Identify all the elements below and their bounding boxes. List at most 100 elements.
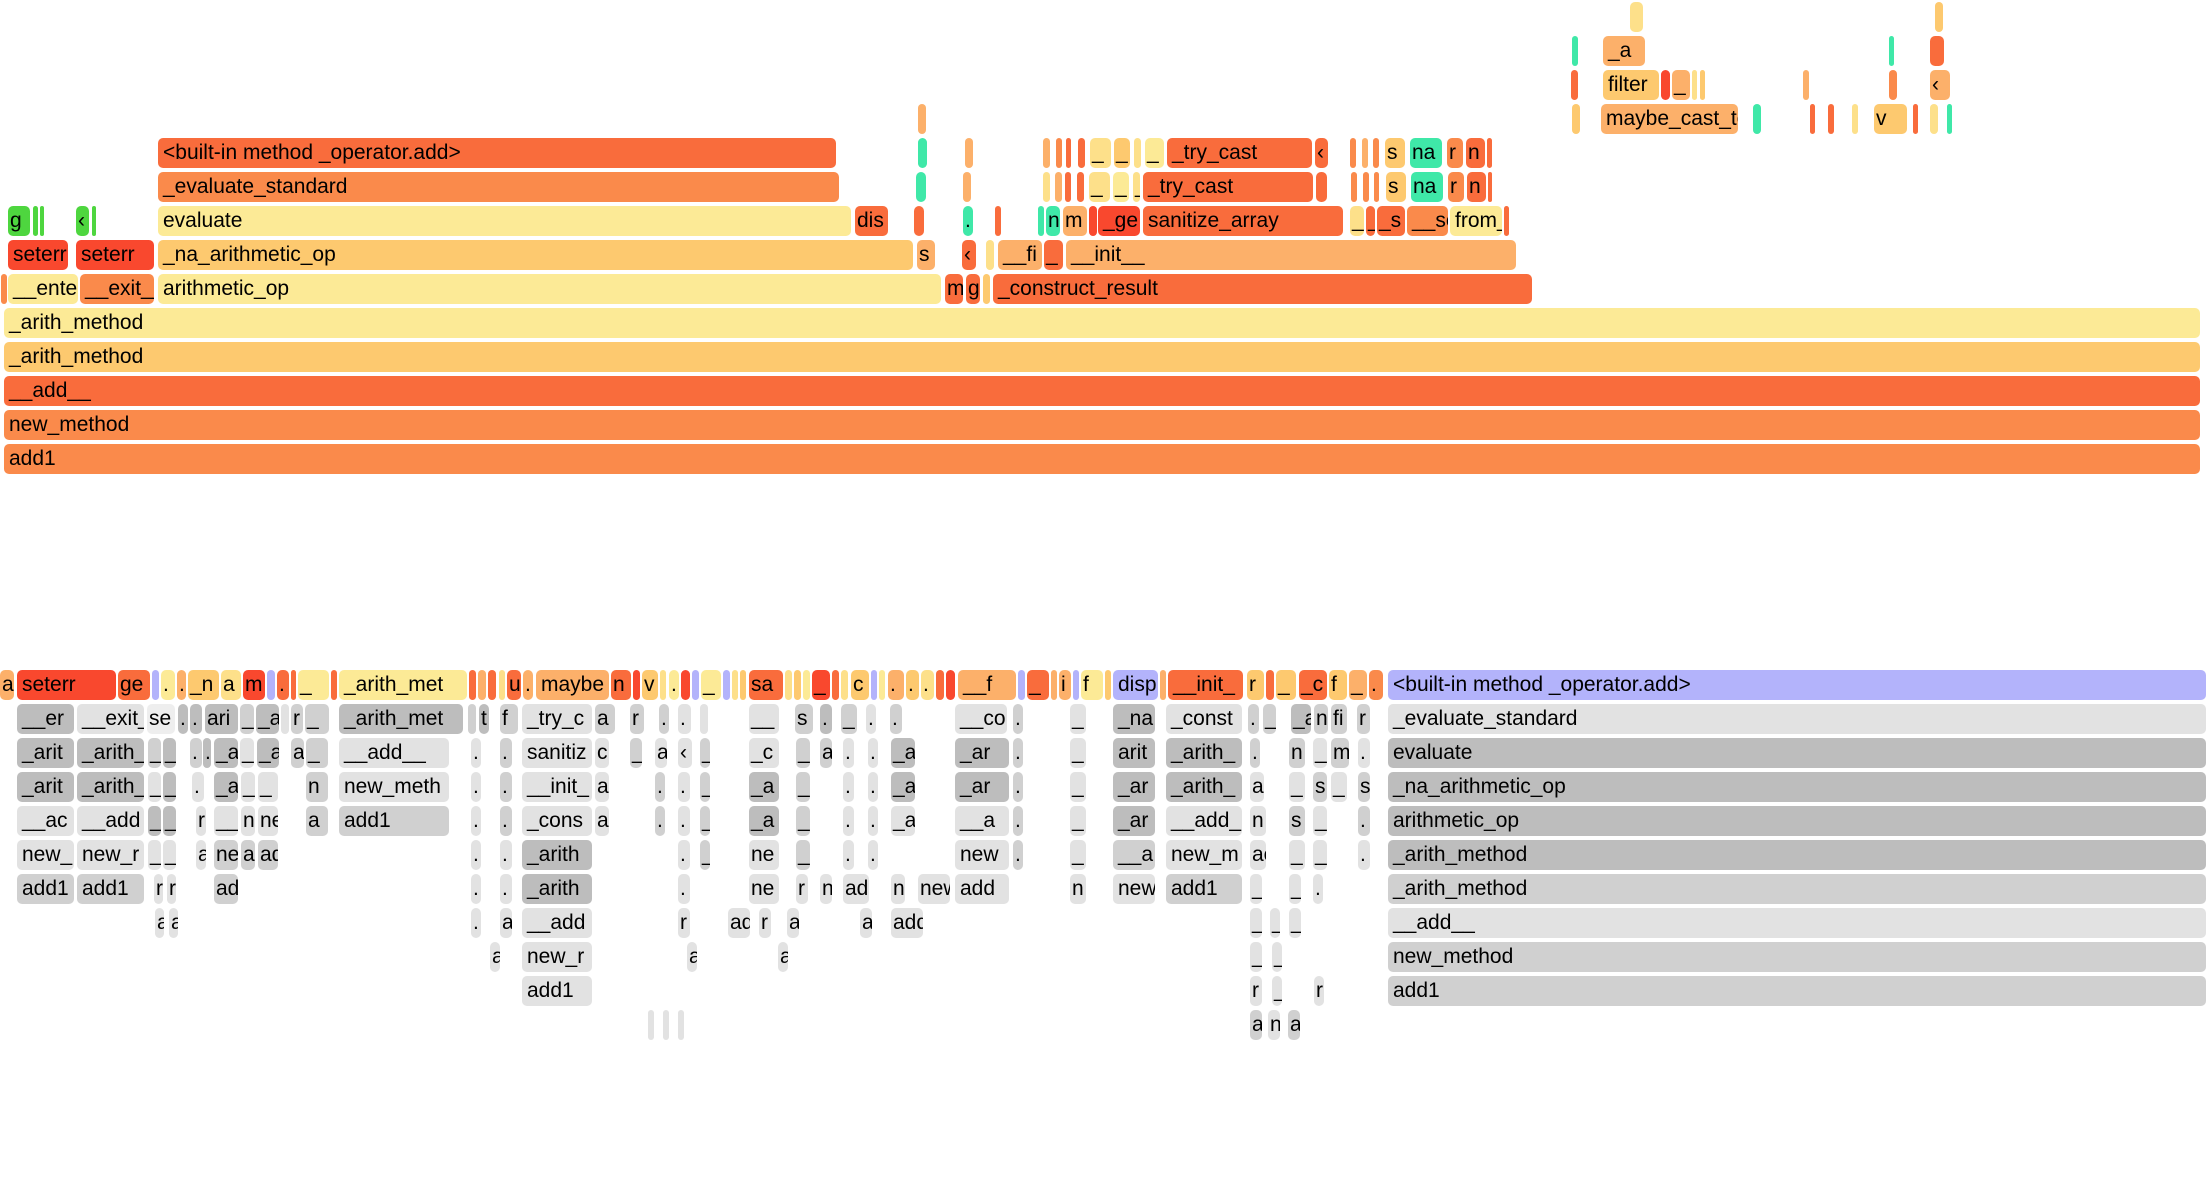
frame-unlabeled[interactable] xyxy=(1038,206,1044,236)
frame-__f[interactable]: __f xyxy=(958,670,1016,700)
frame-[interactable]: . xyxy=(678,772,690,802)
frame-[interactable]: . xyxy=(888,670,904,700)
frame-new_[interactable]: new_ xyxy=(17,840,74,870)
frame-_arit[interactable]: _arit xyxy=(17,772,74,802)
frame-_try_cast[interactable]: _try_cast xyxy=(1143,172,1313,202)
frame-__[interactable]: __ xyxy=(749,704,779,734)
frame-_[interactable]: _ xyxy=(796,772,810,802)
frame-unlabeled[interactable] xyxy=(1810,104,1815,134)
frame-v[interactable]: v xyxy=(1874,104,1907,134)
frame-unlabeled[interactable] xyxy=(963,172,971,202)
frame-m[interactable]: m xyxy=(243,670,265,700)
frame-__add_[interactable]: __add_ xyxy=(1166,806,1242,836)
frame-_[interactable]: _ xyxy=(1349,670,1367,700)
frame-[interactable]: . xyxy=(906,670,919,700)
frame-c[interactable]: c xyxy=(595,738,609,768)
frame-[interactable]: . xyxy=(203,738,211,768)
frame-add[interactable]: add xyxy=(955,874,1009,904)
frame-unlabeled[interactable] xyxy=(918,104,926,134)
frame-n[interactable]: n xyxy=(1289,738,1305,768)
frame-[interactable]: . xyxy=(843,772,854,802)
frame-[interactable]: . xyxy=(1013,840,1023,870)
frame-new_r[interactable]: new_r xyxy=(77,840,144,870)
frame-unlabeled[interactable] xyxy=(965,138,973,168)
frame-c[interactable]: c xyxy=(851,670,869,700)
frame-__exit_[interactable]: __exit_ xyxy=(77,704,144,734)
frame-unlabeled[interactable] xyxy=(732,670,738,700)
frame-unlabeled[interactable] xyxy=(986,240,994,270)
frame-arithmetic_op[interactable]: arithmetic_op xyxy=(158,274,941,304)
frame-_c[interactable]: _c xyxy=(1299,670,1327,700)
frame-_[interactable]: _ xyxy=(240,704,254,734)
frame-n[interactable]: n xyxy=(1314,704,1328,734)
frame-_[interactable]: _ xyxy=(1331,772,1347,802)
frame-unlabeled[interactable] xyxy=(1572,36,1578,66)
frame-s[interactable]: s xyxy=(1358,772,1370,802)
frame-unlabeled[interactable] xyxy=(1316,172,1327,202)
frame-_[interactable]: _ xyxy=(163,738,176,768)
frame-unlabeled[interactable] xyxy=(1947,104,1952,134)
frame-_[interactable]: _ xyxy=(305,704,329,734)
frame-unlabeled[interactable] xyxy=(1504,206,1509,236)
frame-unlabeled[interactable] xyxy=(291,670,296,700)
frame-n[interactable]: n xyxy=(891,874,905,904)
frame-[interactable]: . xyxy=(500,772,512,802)
frame-r[interactable]: r xyxy=(1314,976,1324,1006)
frame-built-in-method-_operator-add[interactable]: <built-in method _operator.add> xyxy=(158,138,836,168)
frame-_[interactable]: _ xyxy=(1313,806,1327,836)
frame-new_m[interactable]: new_m xyxy=(1166,840,1242,870)
frame-_[interactable]: _ xyxy=(1090,138,1111,168)
frame-ne[interactable]: ne xyxy=(214,840,238,870)
frame-unlabeled[interactable] xyxy=(681,670,690,700)
frame-[interactable]: . xyxy=(277,670,289,700)
frame-u[interactable]: u xyxy=(507,670,521,700)
frame-_[interactable]: _ xyxy=(1133,172,1140,202)
frame-unlabeled[interactable] xyxy=(1160,670,1166,700)
frame-_[interactable]: _ xyxy=(163,772,176,802)
frame-[interactable]: . xyxy=(921,670,934,700)
frame-unlabeled[interactable] xyxy=(794,670,801,700)
frame-[interactable]: . xyxy=(1358,806,1370,836)
frame-[interactable]: ‹ xyxy=(1315,138,1328,168)
frame-__add__[interactable]: __add__ xyxy=(4,376,2200,406)
frame-unlabeled[interactable] xyxy=(1363,172,1369,202)
frame-[interactable]: . xyxy=(190,704,202,734)
frame-__a[interactable]: __a xyxy=(955,806,1009,836)
frame-unlabeled[interactable] xyxy=(1065,172,1071,202)
frame-_arith_method[interactable]: _arith_method xyxy=(1388,840,2206,870)
frame-add1[interactable]: add1 xyxy=(17,874,74,904)
bottom-icicle-graph[interactable]: a seterr ge.. _n a m. _ _arith_met u. maybe n v. _ sa… xyxy=(0,668,2206,1198)
frame-[interactable]: . xyxy=(1013,772,1023,802)
frame-r[interactable]: r xyxy=(1357,704,1370,734)
frame-unlabeled[interactable] xyxy=(1828,104,1834,134)
frame-[interactable]: ‹ xyxy=(1930,70,1950,100)
frame-unlabeled[interactable] xyxy=(468,704,476,734)
frame-_arith_met[interactable]: _arith_met xyxy=(339,704,463,734)
frame-unlabeled[interactable] xyxy=(1043,172,1050,202)
frame-_ar[interactable]: _ar xyxy=(955,772,1009,802)
frame-r[interactable]: r xyxy=(1247,670,1264,700)
frame-_[interactable]: _ xyxy=(630,738,642,768)
frame-s[interactable]: s xyxy=(1289,806,1305,836)
frame-evaluate[interactable]: evaluate xyxy=(158,206,851,236)
frame-_try_cast[interactable]: _try_cast xyxy=(1167,138,1312,168)
frame-a[interactable]: a xyxy=(500,908,512,938)
frame-unlabeled[interactable] xyxy=(936,670,944,700)
frame-__init__[interactable]: __init__ xyxy=(1066,240,1516,270)
frame-[interactable]: . xyxy=(678,704,691,734)
frame-unlabeled[interactable] xyxy=(1362,138,1368,168)
frame-new_r[interactable]: new_r xyxy=(522,942,592,972)
frame-[interactable]: . xyxy=(868,772,878,802)
frame-unlabeled[interactable] xyxy=(995,206,1001,236)
frame-unlabeled[interactable] xyxy=(1134,138,1141,168)
frame-[interactable]: . xyxy=(890,704,902,734)
frame-_[interactable]: _ xyxy=(1250,908,1262,938)
frame-_c[interactable]: _c xyxy=(749,738,779,768)
frame-arithmetic_op[interactable]: arithmetic_op xyxy=(1388,806,2206,836)
frame-unlabeled[interactable] xyxy=(785,670,792,700)
frame-[interactable]: . xyxy=(820,704,832,734)
frame-unlabeled[interactable] xyxy=(660,670,666,700)
frame-[interactable]: . xyxy=(655,772,665,802)
frame-__er[interactable]: __er xyxy=(17,704,74,734)
frame-unlabeled[interactable] xyxy=(1930,36,1944,66)
